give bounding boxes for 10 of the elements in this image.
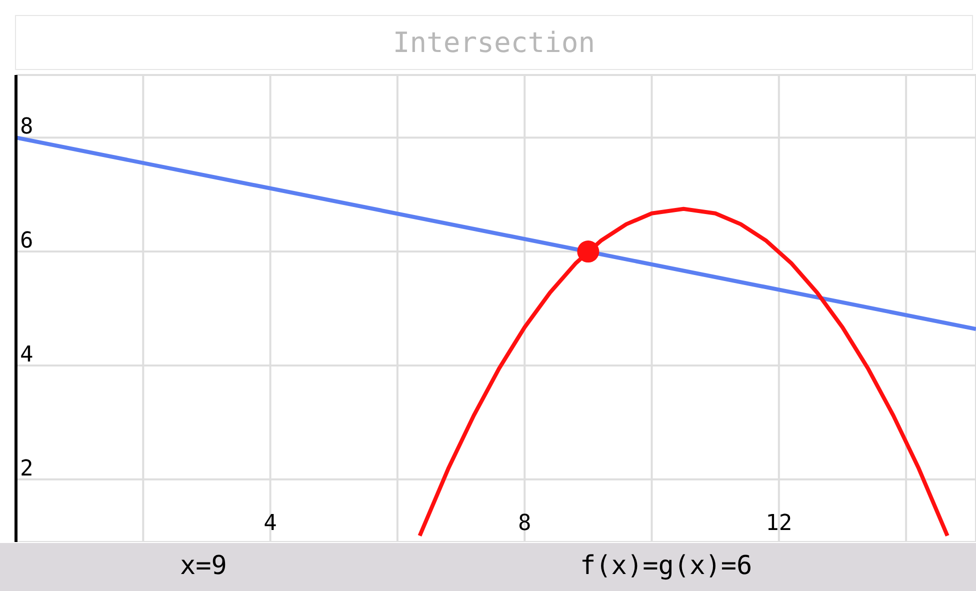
y-tick-label: 2 xyxy=(20,456,34,482)
y-tick-label: 6 xyxy=(20,228,34,254)
x-tick-label: 8 xyxy=(518,511,532,536)
x-tick-label: 12 xyxy=(766,511,792,536)
y-tick-label: 4 xyxy=(20,342,34,368)
text: f(x)=g(x)=6 xyxy=(580,551,752,581)
y-tick-label: 8 xyxy=(20,114,34,140)
x-tick-label: 4 xyxy=(264,511,277,536)
chart-title: Intersection xyxy=(15,15,973,70)
text: x=9 xyxy=(180,551,227,581)
